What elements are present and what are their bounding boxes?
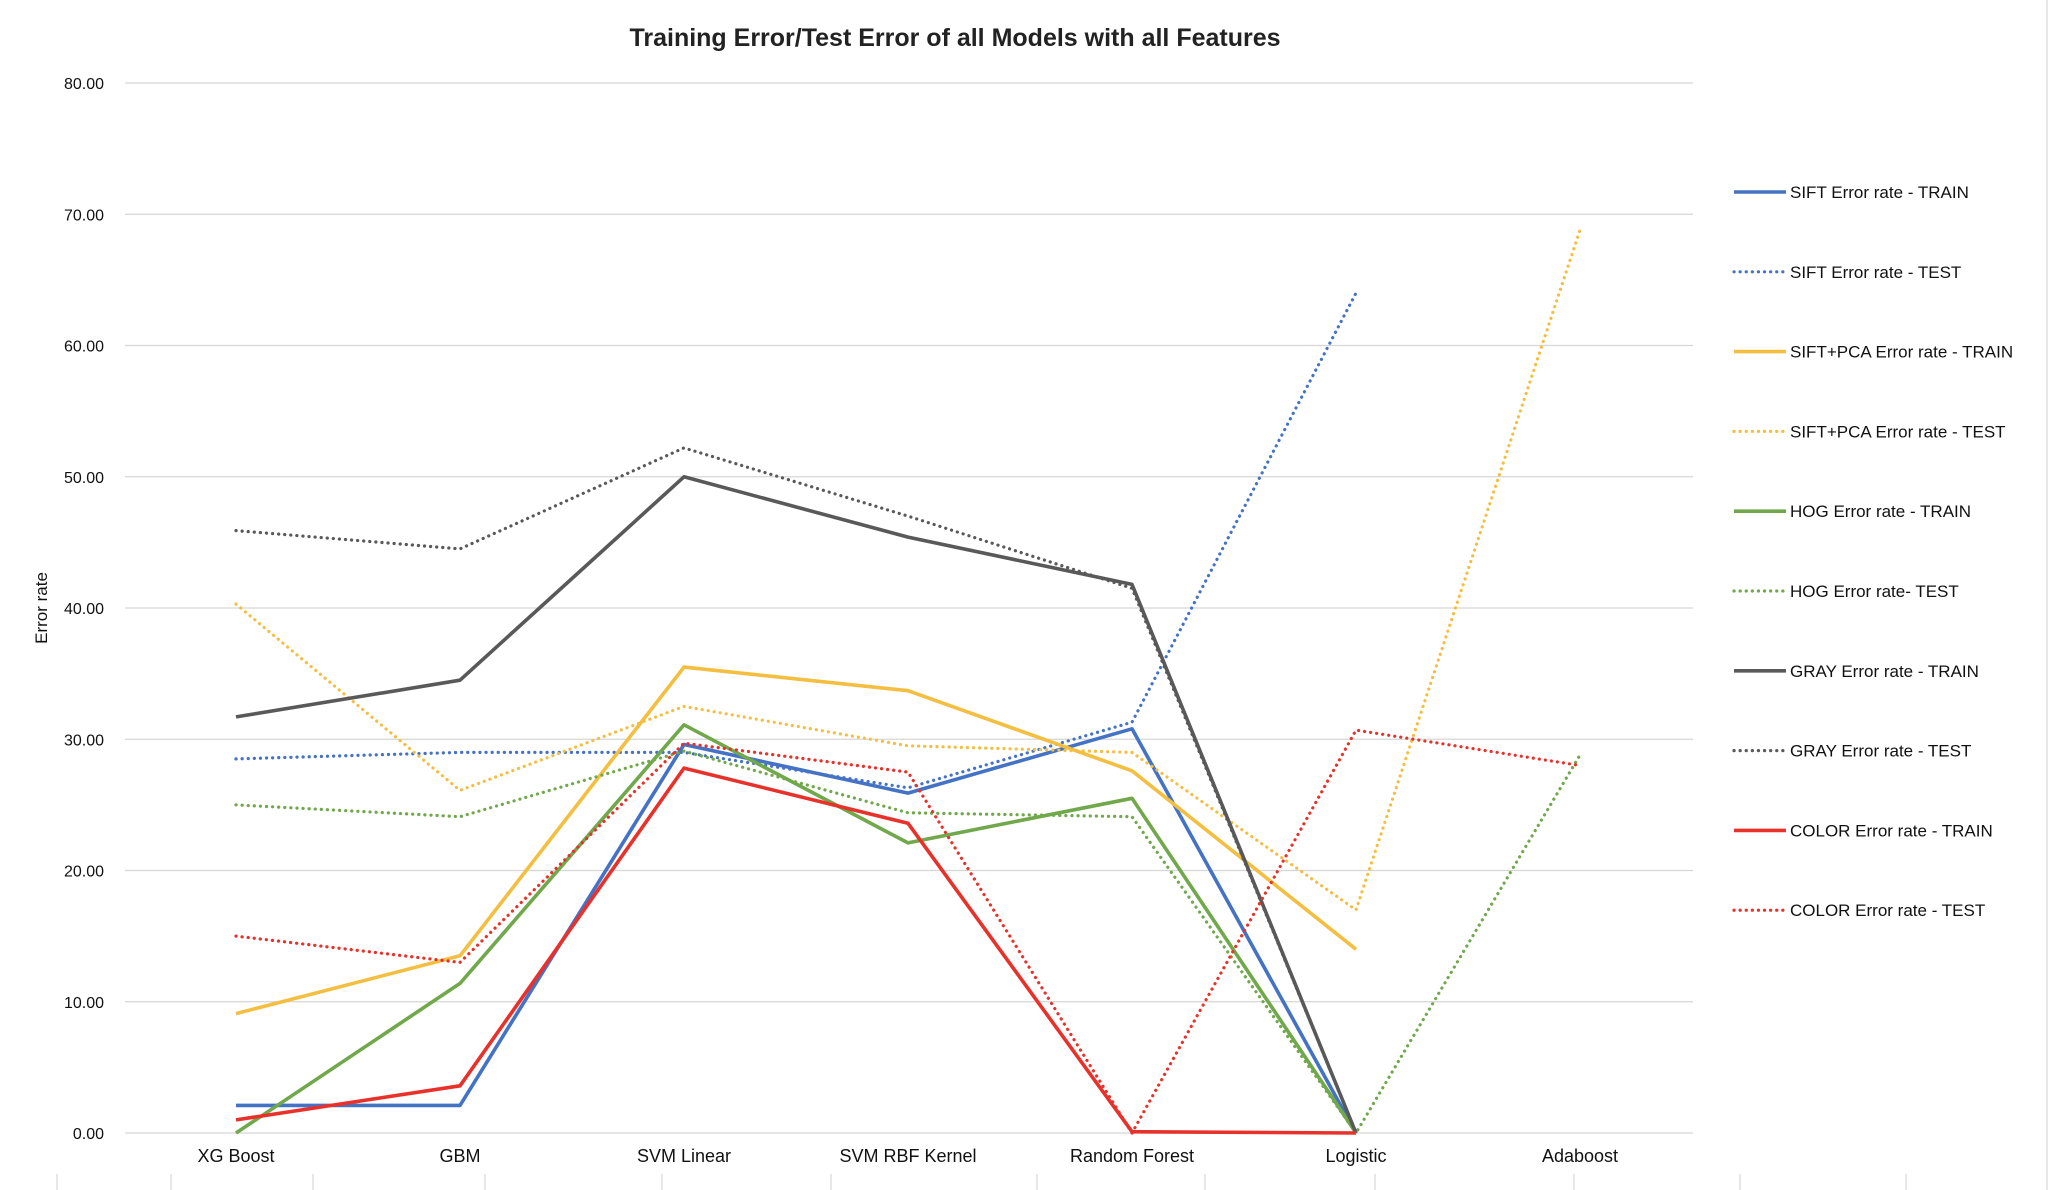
x-tick-label: SVM RBF Kernel — [839, 1146, 976, 1166]
legend-label: SIFT Error rate - TEST — [1790, 263, 1961, 282]
y-tick-label: 70.00 — [64, 207, 104, 224]
spreadsheet-gridlines — [56, 0, 2048, 1190]
x-tick-label: SVM Linear — [637, 1146, 731, 1166]
y-tick-label: 60.00 — [64, 339, 104, 356]
y-gridlines — [125, 82, 1693, 1134]
series-line — [234, 728, 1582, 1135]
legend-label: SIFT+PCA Error rate - TRAIN — [1790, 343, 2013, 362]
legend: SIFT Error rate - TRAIN SIFT Error rate -… — [1732, 183, 2013, 920]
series-line — [235, 474, 1358, 1134]
x-tick-label: Adaboost — [1542, 1146, 1618, 1166]
x-tick-label: Logistic — [1325, 1146, 1386, 1166]
legend-label: SIFT Error rate - TRAIN — [1790, 183, 1969, 202]
series-line — [234, 291, 1358, 790]
series-line — [235, 665, 1358, 1016]
x-tick-label: GBM — [439, 1146, 480, 1166]
y-tick-label: 50.00 — [64, 470, 104, 487]
series-lines — [234, 228, 1582, 1135]
series-line — [235, 766, 1357, 1135]
x-tick-labels: XG Boost GBM SVM Linear SVM RBF Kernel Rando… — [197, 1146, 1618, 1166]
chart-title: Training Error/Test Error of all Models … — [629, 24, 1280, 52]
y-tick-label: 80.00 — [64, 76, 104, 93]
y-tick-label: 0.00 — [73, 1126, 104, 1143]
legend-label: GRAY Error rate - TRAIN — [1790, 662, 1979, 681]
y-tick-labels: 0.00 10.00 20.00 30.00 40.00 50.00 60.00 70.00 8… — [64, 76, 104, 1143]
legend-label: GRAY Error rate - TEST — [1790, 742, 1971, 761]
series-line — [234, 228, 1582, 912]
y-tick-label: 40.00 — [64, 601, 104, 618]
series-line — [234, 749, 1582, 1135]
y-tick-label: 10.00 — [64, 995, 104, 1012]
legend-label: COLOR Error rate - TEST — [1790, 901, 1985, 920]
series-line — [236, 726, 1358, 1134]
series-line — [235, 722, 1358, 1135]
x-tick-label: XG Boost — [197, 1146, 274, 1166]
y-axis-title: Error rate — [32, 572, 51, 644]
legend-label: HOG Error rate - TRAIN — [1790, 502, 1971, 521]
series-line — [234, 446, 1358, 1135]
legend-label: HOG Error rate- TEST — [1790, 582, 1959, 601]
y-tick-label: 20.00 — [64, 864, 104, 881]
y-tick-label: 30.00 — [64, 732, 104, 749]
x-tick-label: Random Forest — [1070, 1146, 1194, 1166]
legend-label: SIFT+PCA Error rate - TEST — [1790, 422, 2006, 441]
legend-label: COLOR Error rate - TRAIN — [1790, 821, 1993, 840]
